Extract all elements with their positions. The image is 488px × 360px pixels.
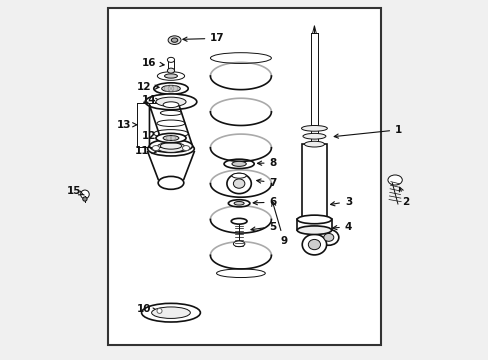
Ellipse shape: [301, 126, 326, 131]
Ellipse shape: [149, 139, 192, 152]
Ellipse shape: [233, 179, 244, 188]
Text: 13: 13: [117, 120, 137, 130]
Text: 11: 11: [135, 145, 156, 156]
Ellipse shape: [171, 38, 178, 42]
Ellipse shape: [308, 239, 320, 250]
Bar: [297, 220, 331, 230]
Bar: [302, 144, 326, 220]
Ellipse shape: [157, 309, 162, 314]
Ellipse shape: [142, 303, 200, 322]
Text: 3: 3: [330, 197, 351, 207]
Ellipse shape: [168, 36, 181, 44]
Text: 7: 7: [256, 177, 276, 188]
Text: 9: 9: [271, 202, 287, 246]
Ellipse shape: [297, 226, 331, 234]
Text: 4: 4: [332, 222, 351, 231]
Ellipse shape: [156, 97, 185, 107]
Ellipse shape: [147, 141, 194, 156]
Ellipse shape: [231, 173, 246, 178]
Ellipse shape: [156, 142, 185, 152]
Ellipse shape: [302, 234, 326, 255]
Ellipse shape: [81, 190, 89, 199]
Ellipse shape: [297, 215, 331, 224]
Ellipse shape: [158, 176, 183, 189]
Ellipse shape: [231, 219, 246, 224]
Ellipse shape: [145, 94, 196, 110]
Ellipse shape: [163, 135, 179, 140]
Ellipse shape: [303, 134, 325, 139]
Ellipse shape: [318, 229, 338, 245]
Ellipse shape: [233, 241, 244, 247]
Ellipse shape: [234, 202, 244, 205]
Ellipse shape: [228, 200, 249, 207]
Ellipse shape: [224, 159, 254, 168]
Ellipse shape: [160, 143, 182, 149]
Ellipse shape: [304, 141, 324, 147]
Text: 5: 5: [250, 222, 276, 231]
Ellipse shape: [163, 102, 179, 108]
Ellipse shape: [151, 307, 190, 319]
Ellipse shape: [387, 175, 402, 185]
Text: 17: 17: [183, 33, 224, 43]
Text: 12: 12: [137, 82, 159, 92]
Ellipse shape: [153, 83, 188, 94]
Bar: [168, 60, 174, 71]
Ellipse shape: [164, 74, 177, 78]
Bar: [108, 8, 380, 345]
Ellipse shape: [167, 68, 174, 73]
Text: 1: 1: [333, 125, 402, 138]
Ellipse shape: [82, 197, 87, 201]
Text: 15: 15: [67, 186, 84, 196]
Text: 14: 14: [142, 95, 160, 105]
Text: 16: 16: [142, 58, 164, 68]
Ellipse shape: [162, 85, 180, 92]
Text: 8: 8: [257, 158, 276, 168]
Ellipse shape: [226, 174, 251, 194]
Ellipse shape: [323, 233, 333, 241]
Text: 10: 10: [137, 304, 157, 314]
Ellipse shape: [157, 72, 184, 80]
Text: 12: 12: [142, 131, 163, 141]
Text: 2: 2: [399, 187, 408, 207]
Text: 6: 6: [253, 197, 276, 207]
Ellipse shape: [152, 145, 159, 150]
Ellipse shape: [156, 134, 185, 143]
Ellipse shape: [231, 161, 246, 166]
Ellipse shape: [167, 57, 174, 62]
Ellipse shape: [182, 145, 189, 150]
